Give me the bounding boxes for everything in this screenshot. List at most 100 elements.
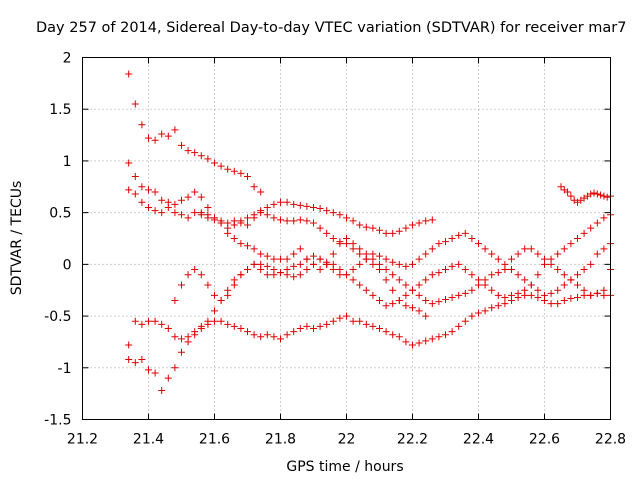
data-point <box>514 271 522 279</box>
data-point <box>541 260 548 268</box>
data-point <box>560 281 568 289</box>
data-point <box>336 266 344 274</box>
data-point <box>250 245 258 253</box>
data-point <box>475 240 482 248</box>
data-point <box>395 276 403 284</box>
data-point <box>211 291 218 299</box>
data-point <box>178 196 185 204</box>
data-point <box>422 276 430 284</box>
data-point <box>283 217 291 225</box>
data-point <box>395 260 403 268</box>
data-point <box>323 207 331 215</box>
data-point <box>217 317 225 325</box>
data-point <box>184 271 192 279</box>
data-point <box>145 203 152 211</box>
data-point <box>428 216 436 224</box>
data-point <box>197 322 205 330</box>
data-point <box>362 320 370 328</box>
data-point <box>415 291 423 299</box>
y-tick-label: 2 <box>63 51 72 67</box>
data-point <box>211 307 218 315</box>
data-point <box>250 260 258 268</box>
data-point <box>567 192 575 200</box>
data-point <box>560 271 568 279</box>
data-point <box>131 190 139 198</box>
data-point <box>415 255 423 263</box>
data-point <box>191 209 199 217</box>
data-point <box>593 289 601 297</box>
data-point <box>158 387 166 395</box>
data-point <box>164 198 172 206</box>
data-point <box>488 250 496 258</box>
data-point <box>415 339 423 347</box>
data-point <box>164 324 172 332</box>
data-point <box>574 281 581 289</box>
data-point <box>415 281 423 289</box>
data-point <box>125 159 133 167</box>
data-point <box>171 297 179 305</box>
data-point <box>428 300 436 308</box>
data-point <box>178 335 185 343</box>
series-track-h <box>557 183 614 206</box>
data-point <box>316 205 324 213</box>
data-point <box>138 121 146 129</box>
x-tick-label: 22 <box>338 432 356 448</box>
data-point <box>376 260 383 268</box>
data-point <box>138 320 146 328</box>
data-point <box>171 126 179 134</box>
data-point <box>376 324 383 332</box>
data-point <box>125 186 133 194</box>
data-point <box>461 229 469 237</box>
data-point <box>389 300 397 308</box>
data-point <box>277 216 284 224</box>
data-point <box>230 167 238 175</box>
data-point <box>230 235 238 242</box>
data-point <box>329 250 337 258</box>
data-point <box>277 269 284 277</box>
data-point <box>590 189 598 197</box>
data-point <box>296 201 304 209</box>
data-point <box>488 271 496 279</box>
data-point <box>455 291 463 299</box>
data-point <box>349 276 357 284</box>
data-point <box>263 252 271 260</box>
data-point <box>138 198 146 206</box>
data-point <box>329 317 337 325</box>
plot-frame <box>82 57 611 420</box>
data-point <box>171 200 179 208</box>
data-point <box>178 141 185 149</box>
data-point <box>224 165 232 173</box>
data-point <box>257 260 265 268</box>
data-point <box>461 266 469 274</box>
data-point <box>178 281 185 289</box>
data-point <box>316 224 324 232</box>
data-point <box>514 289 522 297</box>
data-point <box>587 190 595 198</box>
data-point <box>534 271 542 279</box>
data-point <box>151 369 159 377</box>
data-point <box>230 322 238 330</box>
data-point <box>296 324 304 332</box>
data-point <box>211 317 218 325</box>
data-point <box>603 193 611 201</box>
data-point <box>547 300 555 308</box>
data-point <box>336 211 344 219</box>
data-point <box>435 298 443 306</box>
data-point <box>303 255 311 263</box>
data-point <box>541 297 548 305</box>
data-point <box>270 266 278 274</box>
data-point <box>448 293 456 301</box>
data-point <box>230 276 238 284</box>
data-point <box>211 159 218 167</box>
data-point <box>329 235 337 242</box>
data-point <box>362 223 370 231</box>
data-point <box>138 356 146 364</box>
x-tick-label: 21.4 <box>133 432 164 448</box>
data-point <box>290 262 298 270</box>
data-point <box>389 331 397 339</box>
x-tick-label: 22.8 <box>595 432 626 448</box>
data-point <box>369 224 377 232</box>
data-point <box>164 374 172 382</box>
data-point <box>171 209 179 217</box>
data-point <box>435 240 443 248</box>
